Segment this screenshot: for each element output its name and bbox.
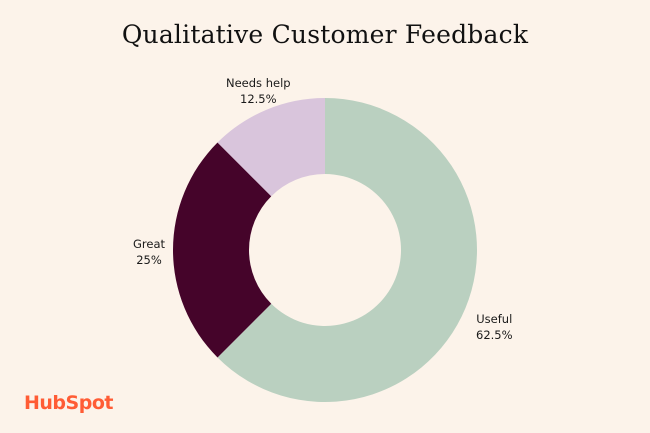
slice-label-great: Great 25% <box>133 236 165 268</box>
chart-title: Qualitative Customer Feedback <box>121 20 529 49</box>
hubspot-logo: HubSpot <box>24 392 113 414</box>
slice-needs-help <box>217 98 325 197</box>
slice-name-great: Great <box>133 237 166 251</box>
slice-value-useful: 62.5% <box>476 328 513 342</box>
slice-label-useful: Useful 62.5% <box>476 311 513 343</box>
slice-name-needs-help: Needs help <box>226 76 291 90</box>
slice-value-needs-help: 12.5% <box>240 92 277 106</box>
slice-name-useful: Useful <box>476 312 513 326</box>
slice-value-great: 25% <box>136 253 162 267</box>
slice-great <box>173 142 272 358</box>
slice-useful <box>217 98 478 402</box>
slice-label-needs-help: Needs help 12.5% <box>226 75 291 107</box>
